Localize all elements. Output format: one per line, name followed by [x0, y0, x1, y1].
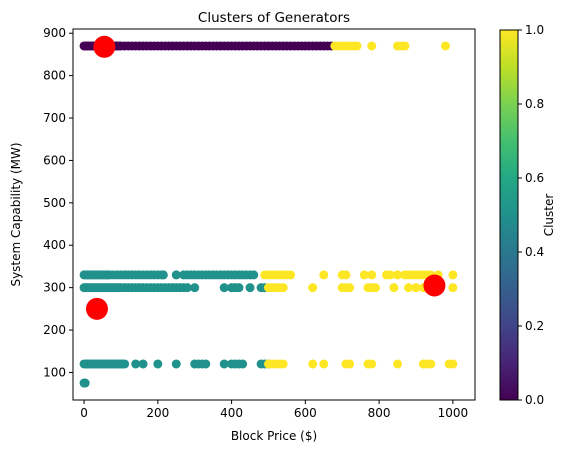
cluster-2-point [278, 359, 288, 369]
cluster-1-point [182, 283, 192, 293]
cluster-1-point [80, 378, 90, 388]
cluster-1-point [131, 359, 141, 369]
cluster-2-point [393, 359, 403, 369]
cluster-1-point [171, 359, 181, 369]
cluster-2-point [448, 270, 458, 280]
cluster-2-point [319, 270, 329, 280]
centroid-marker [85, 297, 108, 320]
cluster-2-point [367, 359, 377, 369]
cluster-2-point [370, 283, 380, 293]
cluster-1-point [138, 359, 148, 369]
colorbar-tick-label: 0.4 [525, 245, 544, 259]
centroid-marker [93, 35, 116, 58]
x-tick-label: 800 [368, 406, 391, 420]
centroid-marker [423, 274, 446, 297]
cluster-1-point [245, 283, 255, 293]
cluster-2-point [286, 270, 296, 280]
x-axis-ticks: 0 200 400 600 800 1000 [80, 400, 468, 420]
chart-title: Clusters of Generators [198, 10, 350, 26]
cluster-2-point [426, 359, 436, 369]
colorbar-tick-label: 0.6 [525, 171, 544, 185]
colorbar [499, 29, 519, 401]
cluster-2-point [393, 270, 403, 280]
y-tick-label: 800 [43, 69, 66, 83]
x-tick-label: 600 [294, 406, 317, 420]
colorbar-tick-label: 0.8 [525, 97, 544, 111]
colorbar-label: Cluster [542, 194, 556, 237]
cluster-2-point [345, 283, 355, 293]
cluster-1-point [153, 359, 163, 369]
colorbar-ticks: 0.0 0.2 0.4 0.6 0.8 1.0 [518, 23, 544, 407]
cluster-2-point [400, 41, 410, 51]
cluster-1-point [219, 359, 229, 369]
cluster-2-point [308, 359, 318, 369]
y-axis-label: System Capability (MW) [9, 142, 23, 286]
cluster-1-point [190, 283, 200, 293]
cluster-2-point [440, 41, 450, 51]
cluster-1-point [158, 270, 168, 280]
cluster-2-point [278, 283, 288, 293]
cluster-1-point [219, 283, 229, 293]
cluster-1-point [120, 359, 130, 369]
cluster-2-point [411, 283, 421, 293]
cluster-1-point [249, 270, 259, 280]
cluster-2-point [359, 270, 369, 280]
cluster-2-point [352, 41, 362, 51]
cluster-2-point [367, 41, 377, 51]
cluster-2-point [448, 359, 458, 369]
cluster-2-point [448, 283, 458, 293]
cluster-2-point [385, 270, 395, 280]
cluster-2-point [308, 283, 318, 293]
y-tick-label: 100 [43, 365, 66, 379]
cluster-2-point [404, 283, 414, 293]
y-tick-label: 700 [43, 111, 66, 125]
y-tick-label: 600 [43, 153, 66, 167]
y-tick-label: 200 [43, 323, 66, 337]
plot-frame [72, 28, 476, 401]
cluster-2-point [389, 283, 399, 293]
x-tick-label: 400 [220, 406, 243, 420]
cluster-1-point [201, 359, 211, 369]
cluster-1-point [234, 283, 244, 293]
colorbar-tick-label: 1.0 [525, 23, 544, 37]
x-tick-label: 200 [146, 406, 169, 420]
cluster-2-point [367, 270, 377, 280]
y-axis-ticks: 100 200 300 400 500 600 700 800 900 [43, 26, 73, 379]
y-tick-label: 900 [43, 26, 66, 40]
y-tick-label: 400 [43, 238, 66, 252]
cluster-1-point [171, 270, 181, 280]
cluster-2-point [319, 359, 329, 369]
data-points [79, 41, 458, 388]
y-tick-label: 300 [43, 281, 66, 295]
centroid-markers [85, 35, 446, 320]
x-axis-label: Block Price ($) [231, 429, 317, 443]
cluster-2-point [345, 359, 355, 369]
colorbar-tick-label: 0.0 [525, 393, 544, 407]
cluster-1-point [238, 359, 248, 369]
cluster-2-point [341, 270, 351, 280]
colorbar-tick-label: 0.2 [525, 319, 544, 333]
x-tick-label: 0 [80, 406, 88, 420]
x-tick-label: 1000 [438, 406, 469, 420]
y-tick-label: 500 [43, 196, 66, 210]
